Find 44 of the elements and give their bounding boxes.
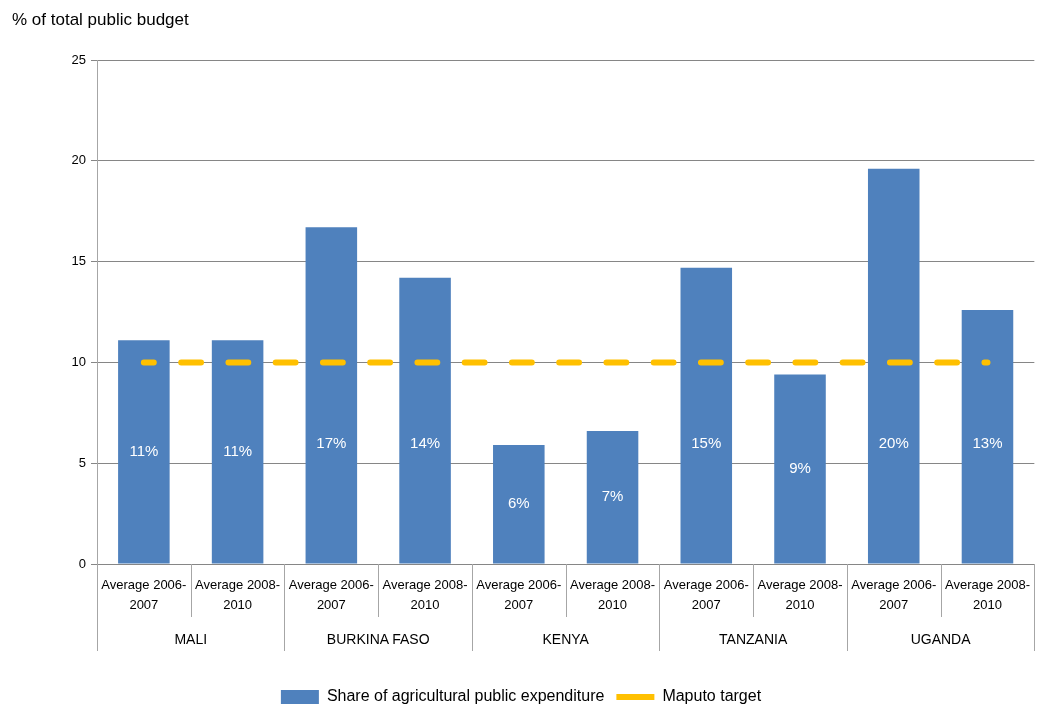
text: UGANDA — [910, 630, 972, 647]
bar — [211, 340, 264, 564]
x-tick-label: Average 2008-2010 — [570, 577, 656, 612]
data-label: 15% — [691, 433, 722, 451]
data-label: 13% — [972, 433, 1003, 451]
bar — [961, 309, 1014, 564]
x-tick-label: Average 2008-2010 — [757, 577, 843, 612]
y-tick-label: 5 — [78, 454, 86, 470]
bar — [774, 374, 826, 564]
x-tick-label: Average 2006-2007 — [101, 577, 187, 612]
data-label: 11% — [223, 442, 253, 459]
y-tick-label: 15 — [71, 253, 86, 269]
data-label: 9% — [789, 459, 811, 477]
legend-label: Share of agricultural public expenditure — [326, 687, 605, 705]
legend-label: Maputo target — [662, 687, 762, 705]
data-label: 20% — [878, 433, 909, 451]
text: BURKINA FASO — [326, 630, 430, 647]
y-tick-label: 0 — [78, 555, 86, 571]
bar — [118, 340, 170, 564]
y-tick-label: 20 — [71, 152, 86, 168]
text: TANZANIA — [719, 630, 788, 647]
data-label: 17% — [316, 433, 347, 451]
text: MALI — [174, 630, 208, 647]
x-tick-label: Average 2006-2007 — [663, 577, 749, 612]
bar — [493, 445, 545, 564]
x-tick-label: Average 2008-2010 — [195, 577, 281, 612]
bar — [680, 267, 733, 564]
data-label: 14% — [410, 433, 441, 451]
text: KENYA — [542, 630, 590, 647]
bar — [305, 227, 358, 564]
x-tick-label: Average 2008-2010 — [944, 577, 1030, 612]
data-label: 7% — [601, 487, 624, 505]
data-label: 11% — [129, 442, 159, 459]
bar — [586, 430, 639, 564]
bar — [399, 277, 451, 564]
data-label: 6% — [507, 494, 530, 512]
x-tick-label: Average 2006-2007 — [288, 577, 374, 612]
x-tick-label: Average 2006-2007 — [476, 577, 562, 612]
x-tick-label: Average 2008-2010 — [382, 577, 468, 612]
y-tick-label: 10 — [71, 353, 86, 369]
y-tick-label: 25 — [71, 51, 86, 67]
y-axis-title: % of total public budget — [12, 10, 189, 30]
bar — [867, 168, 920, 564]
x-tick-label: Average 2006-2007 — [851, 577, 937, 612]
